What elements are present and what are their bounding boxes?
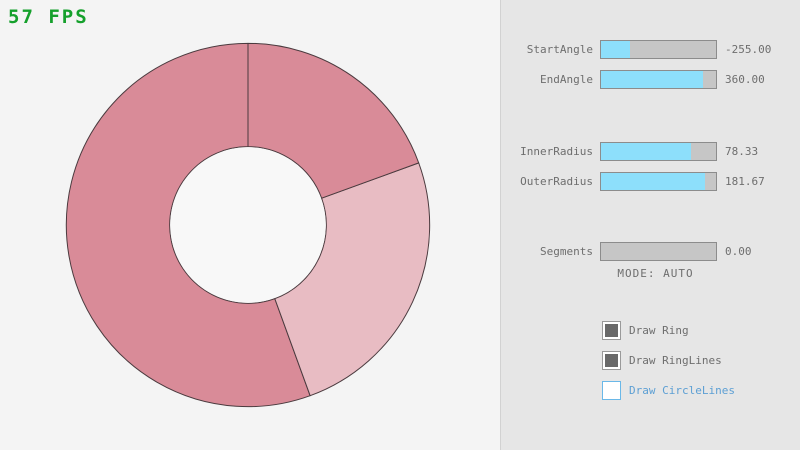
slider-endangle-label: EndAngle: [540, 72, 593, 86]
donut-segment-3: [247, 42, 420, 199]
slider-innerradius-label: InnerRadius: [520, 144, 593, 158]
slider-endangle-track[interactable]: [600, 69, 717, 89]
slider-startangle-track[interactable]: [600, 39, 717, 59]
checkbox-draw-circlelines[interactable]: Draw CircleLines: [602, 379, 735, 401]
slider-segments-track[interactable]: [600, 241, 717, 261]
slider-segments-value: 0.00: [725, 244, 752, 258]
mode-status-text: MODE: AUTO: [617, 267, 694, 280]
slider-outerradius-label: OuterRadius: [520, 174, 593, 188]
slider-outerradius-fill: [601, 172, 705, 190]
donut-hole: [170, 147, 326, 303]
donut-segment-2: [274, 162, 431, 397]
donut-segments: [65, 42, 431, 408]
checkbox-draw-circlelines-label: Draw CircleLines: [629, 383, 735, 397]
checkbox-draw-ringlines-box[interactable]: [602, 350, 621, 370]
slider-endangle-fill: [601, 70, 704, 88]
slider-outerradius-track[interactable]: [600, 171, 717, 191]
slider-segments-label: Segments: [540, 244, 593, 258]
control-panel: StartAngle -255.00 EndAngle 360.00 Inner…: [501, 0, 800, 450]
checkbox-draw-ringlines-label: Draw RingLines: [629, 353, 722, 367]
slider-startangle-label: StartAngle: [526, 42, 593, 56]
checkbox-draw-circlelines-box[interactable]: [602, 380, 621, 400]
slider-startangle-value: -255.00: [725, 42, 772, 56]
slider-startangle[interactable]: StartAngle -255.00: [501, 39, 800, 59]
donut-segment-1: [65, 42, 311, 408]
render-canvas[interactable]: 57 FPS: [0, 0, 500, 450]
slider-innerradius-value: 78.33: [725, 144, 759, 158]
fps-counter: 57 FPS: [8, 6, 89, 28]
slider-outerradius[interactable]: OuterRadius 181.67: [501, 171, 800, 191]
checkbox-draw-ring-label: Draw Ring: [629, 323, 689, 337]
donut-chart: [65, 42, 431, 408]
slider-innerradius-fill: [601, 142, 692, 160]
slider-segments[interactable]: Segments 0.00: [501, 241, 800, 261]
slider-innerradius-track[interactable]: [600, 141, 717, 161]
slider-startangle-fill: [601, 40, 631, 58]
checkbox-draw-ringlines[interactable]: Draw RingLines: [602, 349, 722, 371]
slider-outerradius-value: 181.67: [725, 174, 765, 188]
slider-endangle[interactable]: EndAngle 360.00: [501, 69, 800, 89]
slider-endangle-value: 360.00: [725, 72, 765, 86]
slider-innerradius[interactable]: InnerRadius 78.33: [501, 141, 800, 161]
panel-divider: [500, 0, 501, 450]
checkbox-draw-ring[interactable]: Draw Ring: [602, 319, 689, 341]
checkbox-draw-ring-box[interactable]: [602, 320, 621, 340]
